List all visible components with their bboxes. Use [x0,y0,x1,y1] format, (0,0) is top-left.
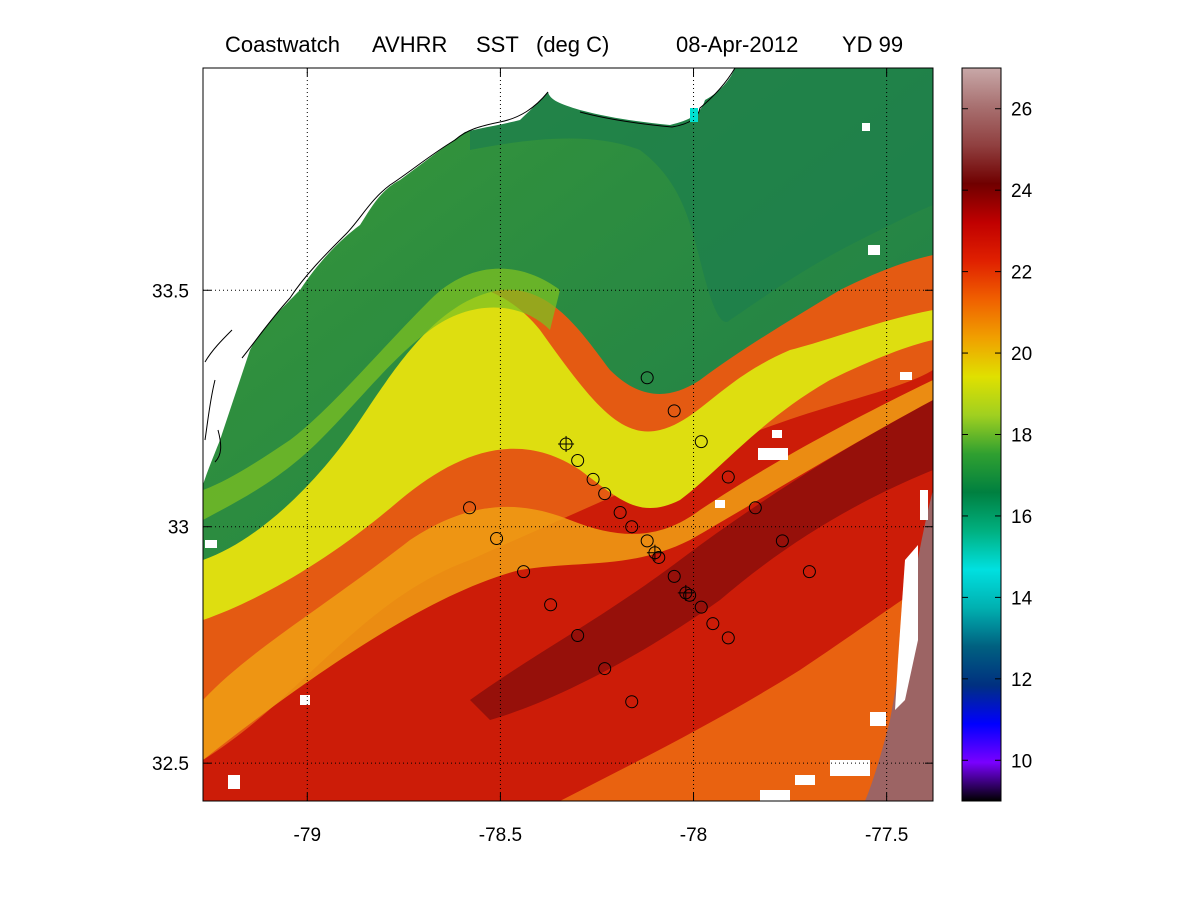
sst-lime-band [203,268,560,520]
y-tick-label: 33 [168,518,189,539]
cloud-speck [870,712,886,726]
colorbar-tick-label: 16 [1011,507,1032,528]
title-date: 08-Apr-2012 [676,32,798,57]
colorbar-tick-label: 14 [1011,588,1033,609]
station-marker [598,662,612,676]
colorbar-gradient [961,67,1002,802]
station-marker [571,628,585,642]
station-marker [694,435,708,449]
sst-orange-lower [560,580,933,801]
x-tick-label: -79 [294,825,321,846]
cloud-speck [300,695,310,705]
sst-field [203,68,933,801]
title-units: (deg C) [536,32,609,57]
cloud-speck [228,775,240,789]
cloud-speck [900,372,912,380]
cloud-speck [920,490,928,520]
sst-gulf-stream-warm [865,490,933,801]
station-marker [490,532,504,546]
station-marker [544,598,558,612]
colorbar-tick-label: 18 [1011,426,1032,447]
cloud-speck [830,760,870,776]
station-marker [706,617,720,631]
station-marker [721,631,735,645]
station-marker [694,600,708,614]
y-axis-ticks: 33.5 33 32.5 [152,281,933,775]
station-marker [640,534,654,548]
cloud-speck [772,430,782,438]
colorbar-tick-label: 10 [1011,751,1032,772]
cloud-speck [868,245,880,255]
title-variable: SST [476,32,519,57]
station-marker [463,501,477,515]
station-marker [775,534,789,548]
station-marker [748,501,762,515]
station-marker [613,506,627,520]
coastline [204,68,736,463]
cyan-speck [690,108,698,122]
x-tick-label: -78.5 [479,825,522,846]
x-tick-label: -78 [680,825,707,846]
chart-title: Coastwatch AVHRR SST (deg C) 08-Apr-2012… [225,32,903,57]
station-marker [667,569,681,583]
colorbar-tick-label: 24 [1011,181,1033,202]
colorbar: 26 24 22 20 18 16 14 12 10 [961,67,1033,802]
cloud-speck [715,500,725,508]
station-marker [517,565,531,579]
sst-red-band [203,370,933,801]
colorbar-tick-label: 26 [1011,100,1032,121]
station-marker [625,695,639,709]
cloud-speck [758,448,788,460]
x-axis-ticks: -79 -78.5 -78 -77.5 [294,68,908,846]
cloud-speck [795,775,815,785]
station-marker [586,472,600,486]
title-sensor: AVHRR [372,32,447,57]
cloud-patch [895,545,918,710]
plot-frame [202,67,934,802]
station-marker [640,371,654,385]
colorbar-ticks: 26 24 22 20 18 16 14 12 10 [962,100,1033,772]
y-tick-label: 32.5 [152,754,189,775]
station-marker [625,520,639,534]
colorbar-tick-label: 12 [1011,670,1032,691]
land-mass [203,68,735,485]
x-tick-label: -77.5 [865,825,908,846]
colorbar-tick-label: 22 [1011,263,1032,284]
y-tick-label: 33.5 [152,281,189,302]
cloud-speck [862,123,870,131]
station-marker [683,588,697,602]
title-source: Coastwatch [225,32,340,57]
title-yearday: YD 99 [842,32,903,57]
station-marker [652,550,666,564]
sst-cold-shelf [470,68,933,322]
sst-dark-red-core [470,400,933,720]
station-marker [667,404,681,418]
sst-orange-transition [203,380,933,760]
cloud-speck [205,540,217,548]
station-marker [598,487,612,501]
gridlines [203,68,933,801]
station-marker [802,565,816,579]
station-marker [571,454,585,468]
cloud-speck [760,790,790,801]
station-marker [721,470,735,484]
station-markers [463,371,816,709]
colorbar-tick-label: 20 [1011,344,1032,365]
